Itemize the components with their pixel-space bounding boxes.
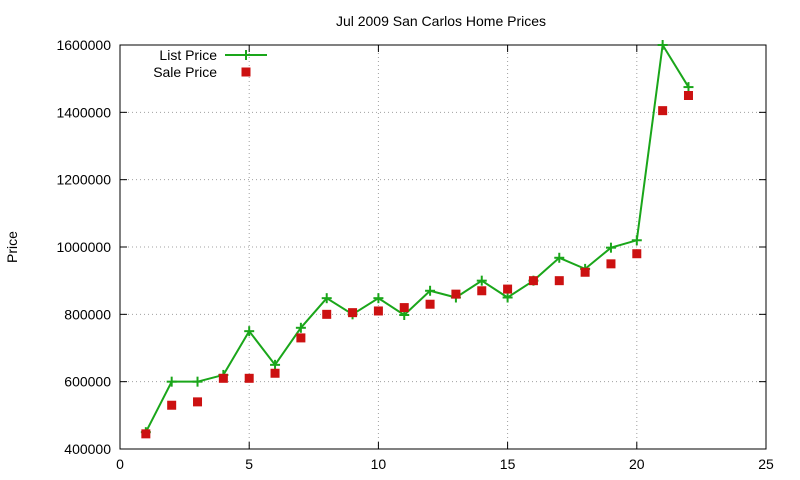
list-price-line	[144, 42, 690, 433]
x-tick-label: 20	[629, 456, 645, 472]
sale-price-point	[348, 308, 358, 318]
sale-price-point	[270, 368, 280, 378]
x-tick-label: 25	[758, 456, 774, 472]
list-price-point	[554, 252, 565, 263]
sale-price-point	[425, 299, 435, 309]
sale-price-point	[658, 106, 668, 116]
sale-price-point	[244, 373, 254, 383]
sale-price-point	[399, 303, 409, 313]
list-price-point	[425, 285, 436, 296]
list-price-point	[502, 292, 513, 303]
sale-price-point	[528, 276, 538, 286]
sale-price-point	[167, 400, 177, 410]
series-sale-price	[141, 91, 693, 439]
list-price-point	[631, 235, 642, 246]
sale-price-point	[322, 309, 332, 319]
list-price-point	[270, 359, 281, 370]
list-price-point	[241, 50, 251, 60]
sale-price-point	[477, 286, 487, 296]
sale-price-point	[606, 259, 616, 269]
y-axis-label: Price	[4, 231, 20, 263]
y-tick-label: 1000000	[56, 239, 111, 255]
legend-square-swatch	[241, 67, 251, 77]
sale-price-point	[554, 276, 564, 286]
list-price-point	[295, 322, 306, 333]
sale-price-point	[193, 397, 203, 407]
sale-price-point	[503, 284, 513, 294]
sale-price-point	[141, 429, 151, 439]
chart-title: Jul 2009 San Carlos Home Prices	[336, 13, 546, 29]
y-tick-label: 800000	[64, 306, 111, 322]
axis-ticks: 0 5 10 15 20 25 400000 600000 800000 1000000 12000…	[56, 37, 774, 472]
list-price-point	[657, 40, 668, 50]
sale-price-point	[580, 267, 590, 277]
y-tick-label: 1200000	[56, 172, 111, 188]
sale-price-point	[451, 289, 461, 299]
list-price-point	[476, 275, 487, 286]
y-tick-label: 400000	[64, 441, 111, 457]
x-tick-label: 0	[116, 456, 124, 472]
x-tick-label: 10	[371, 456, 387, 472]
legend-label: List Price	[159, 47, 217, 63]
x-tick-label: 15	[500, 456, 516, 472]
list-price-point	[373, 293, 384, 304]
list-price-point	[321, 293, 332, 304]
y-tick-label: 1400000	[56, 104, 111, 120]
list-price-point	[605, 242, 616, 253]
series-layer	[140, 40, 694, 439]
y-tick-label: 600000	[64, 374, 111, 390]
sale-price-point	[218, 373, 228, 383]
list-price-point	[244, 326, 255, 337]
list-price-point	[192, 376, 203, 387]
list-price-point	[683, 82, 694, 93]
x-tick-label: 5	[245, 456, 253, 472]
y-tick-label: 1600000	[56, 37, 111, 53]
sale-price-point	[683, 91, 693, 100]
grid	[120, 45, 766, 449]
list-price-point	[166, 376, 177, 387]
sale-price-point	[632, 249, 642, 259]
sale-price-point	[296, 333, 306, 343]
legend-label: Sale Price	[153, 64, 217, 80]
sale-price-point	[373, 306, 383, 316]
